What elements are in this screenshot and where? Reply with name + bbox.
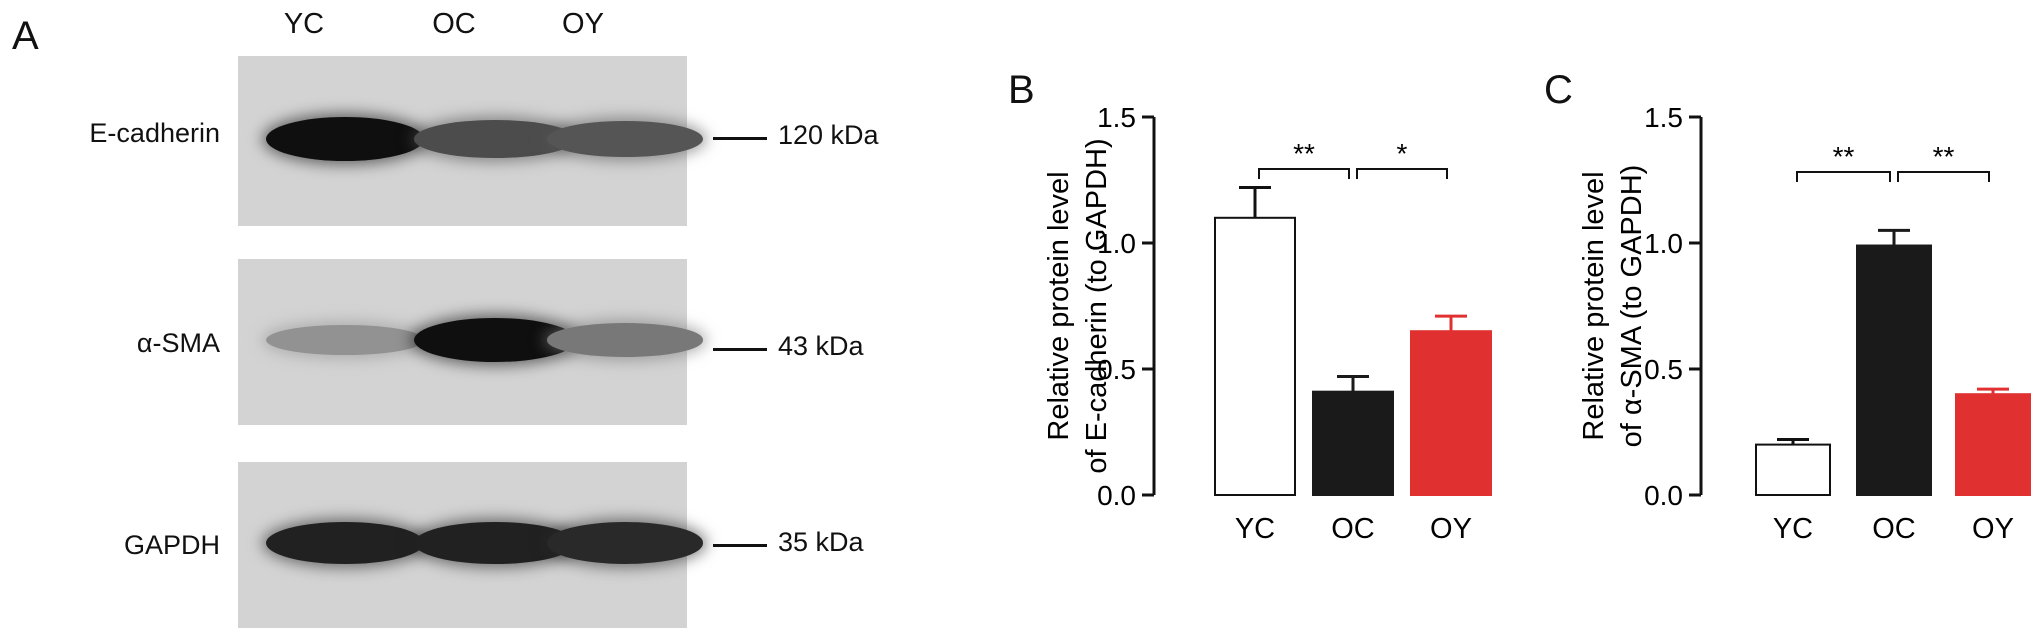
- marker-tick-35: [713, 544, 767, 547]
- chart-b-xtick-label-oc: OC: [1331, 513, 1375, 545]
- chart-b-bar-oc: [1312, 390, 1394, 496]
- chart-c-xtick-label-yc: YC: [1773, 513, 1813, 545]
- marker-tick-43: [713, 348, 767, 351]
- blot-strip-ecadherin: [238, 56, 703, 226]
- blot-label-gapdh: GAPDH: [123, 530, 220, 560]
- chart-b-ytick-label-0: 0.0: [1097, 480, 1136, 511]
- band-asma-yc: [266, 324, 424, 356]
- chart-c-bar-oy: [1955, 393, 2031, 497]
- marker-label-120: 120 kDa: [778, 120, 879, 150]
- lane-label-oy: OY: [562, 8, 604, 40]
- panel-label-c: C: [1544, 68, 1573, 112]
- lane-label-oc: OC: [432, 8, 476, 40]
- panel-label-a: A: [12, 14, 39, 58]
- chart-c-xtick-label-oc: OC: [1872, 513, 1916, 545]
- band-gapdh-yc: [266, 521, 424, 565]
- chart-c-bar-oc: [1856, 244, 1932, 496]
- chart-b-sig-label-1: *: [1397, 138, 1408, 169]
- chart-c-ytick-label-2: 1.0: [1644, 228, 1683, 259]
- chart-b-sig-label-0: **: [1293, 138, 1315, 169]
- blot-strip-asma: [238, 259, 703, 425]
- chart-c-sig-bracket-1: [1897, 171, 1990, 182]
- chart-b-sig-bracket-0: [1258, 168, 1350, 179]
- chart-b-xtick-label-yc: YC: [1235, 513, 1275, 545]
- band-gapdh-oy: [547, 522, 703, 564]
- chart-c-ytick-label-1: 0.5: [1644, 354, 1683, 385]
- band-ecadherin-yc: [266, 117, 424, 161]
- chart-c-bar-yc: [1755, 443, 1831, 497]
- chart-c-ylabel-line2: of α-SMA (to GAPDH): [1616, 165, 1648, 448]
- chart-c-sig-label-1: **: [1933, 141, 1955, 172]
- chart-b-ylabel-line1: Relative protein level: [1043, 171, 1075, 440]
- chart-b-ytick-label-2: 1.0: [1097, 228, 1136, 259]
- chart-ecadherin: Relative protein level of E-cadherin (to …: [1043, 102, 1492, 545]
- chart-c-sig-bracket-0: [1796, 171, 1891, 182]
- chart-b-bar-oy: [1410, 330, 1492, 496]
- panel-label-b: B: [1008, 68, 1035, 112]
- chart-c-xtick-label-oy: OY: [1972, 513, 2014, 545]
- marker-tick-120: [713, 137, 767, 140]
- chart-asma: Relative protein level of α-SMA (to GAPDH…: [1578, 102, 2031, 545]
- band-asma-oy: [547, 323, 703, 357]
- chart-b-sig-bracket-1: [1356, 168, 1448, 179]
- lane-label-yc: YC: [283, 8, 325, 40]
- chart-b-ytick-label-3: 1.5: [1097, 102, 1136, 133]
- band-ecadherin-oy: [547, 120, 703, 158]
- blot-label-ecadherin: E-cadherin: [89, 118, 220, 148]
- chart-b-ylabel-line2: of E-cadherin (to GAPDH): [1081, 138, 1113, 473]
- chart-b-bar-yc: [1214, 216, 1296, 497]
- marker-label-35: 35 kDa: [778, 527, 864, 557]
- chart-c-ytick-label-3: 1.5: [1644, 102, 1683, 133]
- chart-c-ytick-label-0: 0.0: [1644, 480, 1683, 511]
- chart-c-ylabel-line1: Relative protein level: [1578, 171, 1610, 440]
- chart-c-sig-label-0: **: [1833, 141, 1855, 172]
- chart-b-ytick-label-1: 0.5: [1097, 354, 1136, 385]
- blot-label-asma: α-SMA: [136, 328, 220, 358]
- blot-strip-gapdh: [238, 462, 703, 628]
- chart-b-xtick-label-oy: OY: [1430, 513, 1472, 545]
- marker-label-43: 43 kDa: [778, 331, 864, 361]
